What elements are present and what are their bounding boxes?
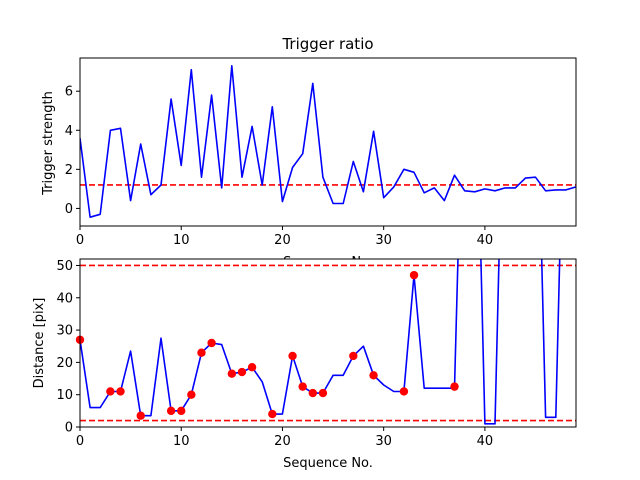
bottom-xtick-label: 30 [375, 434, 392, 449]
top-xtick-label: 30 [375, 233, 392, 248]
bottom-marker-point [136, 411, 145, 420]
bottom-marker-point [318, 388, 328, 398]
top-ytick-label: 6 [65, 85, 73, 100]
top-xtick-label: 20 [274, 233, 291, 248]
bottom-marker-point [349, 351, 358, 361]
bottom-marker-point [298, 382, 307, 391]
bottom-marker-point [177, 406, 186, 416]
bottom-ytick-label: 30 [56, 324, 73, 339]
bottom-xtick-label: 40 [477, 434, 494, 449]
bottom-marker-point [187, 390, 196, 399]
top-xtick-label: 40 [477, 233, 494, 248]
bottom-ytick-label: 50 [56, 259, 73, 274]
bottom-marker-point [106, 387, 115, 396]
bottom-xtick-label: 0 [76, 434, 84, 449]
bottom-marker-point [237, 367, 247, 377]
bottom-ytick-label: 40 [56, 291, 73, 306]
bottom-plot-foreground: 0 10 20 30 40 0 10 20 30 40 50 [56, 258, 577, 449]
bottom-marker-point [308, 388, 318, 398]
bottom-marker-point [166, 406, 176, 416]
top-plot-area: 0 10 20 30 40 0 2 4 6 [65, 57, 577, 248]
bottom-xlabel: Sequence No. [283, 456, 373, 471]
bottom-marker-point [288, 351, 297, 361]
top-xtick-label: 0 [76, 233, 84, 248]
top-ytick-label: 0 [65, 202, 73, 217]
bottom-marker-point [227, 369, 237, 378]
top-ytick-label: 2 [65, 163, 73, 178]
bottom-series-line-0 [80, 259, 561, 425]
bottom-xtick-label: 20 [274, 434, 291, 449]
top-frame [79, 57, 577, 227]
bottom-marker-point [207, 338, 216, 348]
bottom-marker-point [450, 382, 459, 391]
bottom-ytick-label: 0 [65, 421, 73, 436]
bottom-marker-point [268, 409, 277, 419]
bottom-ytick-label: 10 [56, 388, 73, 403]
top-chart-title: Trigger ratio [281, 35, 373, 53]
top-xtick-label: 10 [173, 233, 190, 248]
bottom-marker-point [197, 348, 206, 357]
top-series-group [80, 65, 576, 218]
bottom-frame [79, 258, 577, 428]
top-ytick-label: 4 [65, 124, 73, 139]
top-series-line-0 [80, 65, 576, 218]
bottom-ytick-label: 20 [56, 356, 73, 371]
bottom-marker-point [399, 387, 409, 396]
bottom-series-group [80, 259, 576, 425]
bottom-panel-background [80, 259, 576, 427]
top-ylabel: Trigger strength [41, 91, 56, 196]
bottom-marker-point [116, 387, 125, 396]
bottom-marker-point [247, 363, 257, 372]
bottom-marker-point [409, 270, 419, 280]
bottom-xtick-label: 10 [173, 434, 190, 449]
bottom-ylabel: Distance [pix] [32, 298, 47, 389]
bottom-marker-point [369, 371, 378, 380]
